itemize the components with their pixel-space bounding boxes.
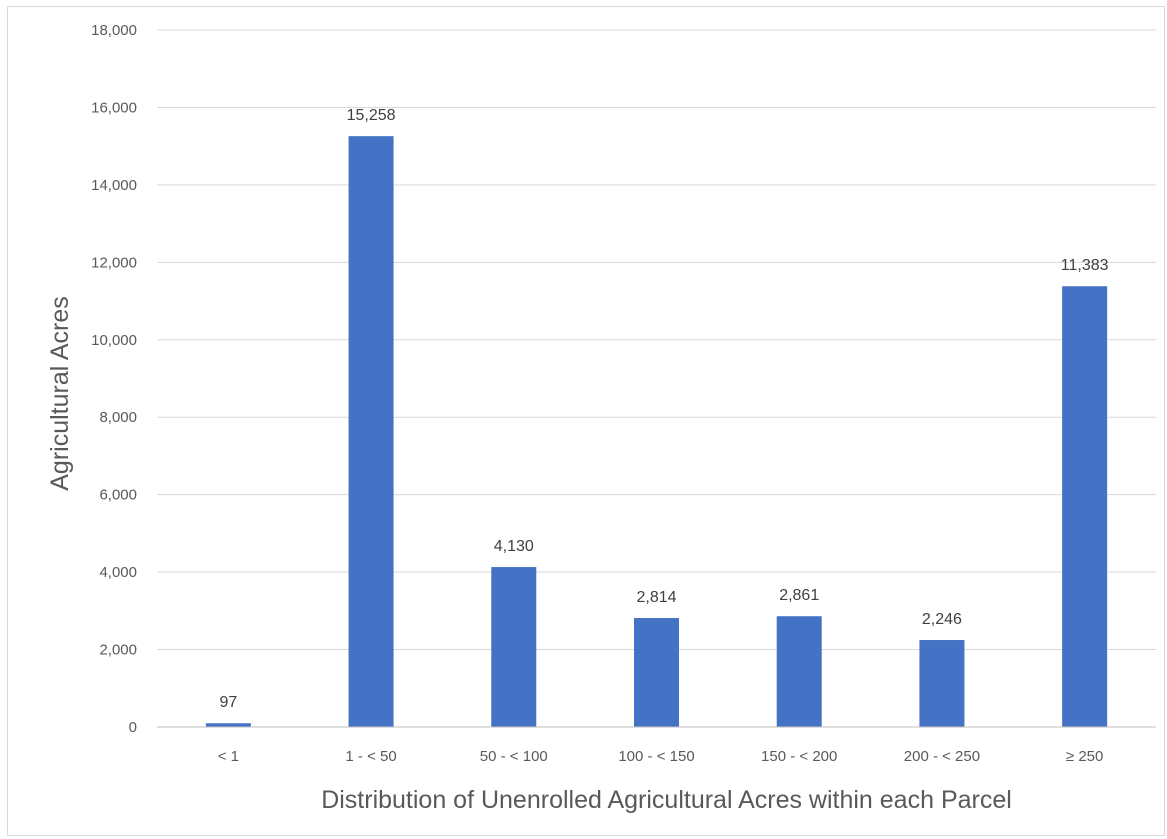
y-axis-title: Agricultural Acres: [46, 296, 74, 491]
y-tick-label: 14,000: [91, 177, 137, 194]
y-tick-label: 6,000: [99, 487, 137, 504]
y-tick-label: 18,000: [91, 22, 137, 39]
x-axis-ticks: < 1 1 - < 50 50 - < 100 100 - < 150 150 - < …: [218, 748, 1104, 765]
x-tick-label: 1 - < 50: [345, 748, 396, 765]
y-tick-label: 0: [129, 719, 137, 736]
bar-value-label: 97: [219, 694, 237, 711]
bar-value-label: 15,258: [347, 107, 396, 124]
y-tick-label: 2,000: [99, 642, 137, 659]
bar-value-label: 2,814: [636, 589, 676, 606]
bar: [348, 136, 394, 727]
bar: [634, 618, 679, 727]
y-tick-label: 10,000: [91, 332, 137, 349]
bar: [919, 640, 965, 727]
bar: [491, 567, 537, 727]
y-tick-label: 8,000: [99, 409, 137, 426]
y-tick-label: 12,000: [91, 254, 137, 271]
bar-value-label: 11,383: [1061, 257, 1109, 274]
bar-value-label: 4,130: [494, 538, 534, 555]
x-tick-label: 150 - < 200: [761, 748, 837, 765]
x-tick-label: 50 - < 100: [480, 748, 548, 765]
y-tick-label: 4,000: [99, 564, 137, 581]
y-axis-ticks: 0 2,000 4,000 6,000 8,000 10,000 12,000 14,000 1…: [91, 22, 137, 736]
y-tick-label: 16,000: [91, 99, 137, 116]
x-axis-title: Distribution of Unenrolled Agricultural …: [321, 786, 1012, 814]
bar-value-label: 2,246: [922, 611, 962, 628]
chart-frame: [7, 6, 1165, 836]
bar-value-label: 2,861: [779, 587, 819, 604]
data-labels: 97 15,258 4,130 2,814 2,861 2,246 11,383: [219, 107, 1108, 711]
bar: [776, 616, 822, 727]
gridlines: [157, 29, 1156, 651]
x-tick-label: 200 - < 250: [904, 748, 980, 765]
bars: [205, 136, 1108, 727]
bar: [1062, 286, 1108, 727]
bar: [205, 723, 251, 727]
x-tick-label: < 1: [218, 748, 239, 765]
x-tick-label: ≥ 250: [1066, 748, 1103, 765]
x-tick-label: 100 - < 150: [618, 748, 694, 765]
